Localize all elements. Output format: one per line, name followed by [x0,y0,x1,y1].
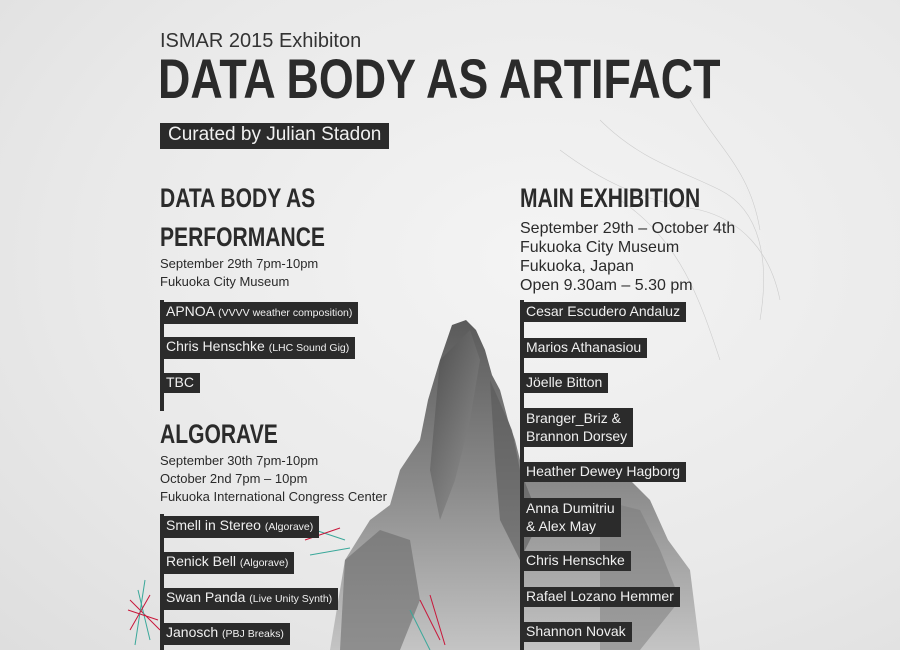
main-city: Fukuoka, Japan [520,258,634,275]
act-janosch: Janosch (PBJ Breaks) [162,623,290,645]
algorave-bar [160,514,164,650]
act-note: (PBJ Breaks) [222,628,284,640]
exhibition-title: DATA BODY AS ARTIFACT [158,47,721,110]
act-name: TBC [166,374,194,390]
artist-shannon-novak: Shannon Novak [522,622,632,642]
artist-chris-henschke: Chris Henschke [522,551,631,571]
artist-marios-athanasiou: Marios Athanasiou [522,338,648,358]
performance-date: September 29th 7pm-10pm [160,256,319,271]
colored-lines [127,524,446,650]
artist-branger-briz: Branger_Briz & Brannon Dorsey [522,408,634,447]
main-venue: Fukuoka City Museum [520,239,680,256]
artist-anna-dumitriu: Anna Dumitriu & Alex May [522,498,621,537]
curator-badge: Curated by Julian Stadon [160,123,390,149]
artist-line: Anna Dumitriu [526,500,615,516]
act-smell-in-stereo: Smell in Stereo (Algorave) [162,516,320,538]
act-tbc: TBC [162,373,200,393]
algorave-date-1: September 30th 7pm-10pm [160,453,319,468]
exhibition-subtitle: ISMAR 2015 Exhibiton [160,30,362,52]
sketch-lines [559,99,781,361]
main-exhibition-heading: MAIN EXHIBITION [520,183,701,213]
algorave-venue: Fukuoka International Congress Center [160,489,387,504]
act-name: Chris Henschke [166,338,265,354]
main-dates: September 29th – October 4th [520,220,736,237]
performance-heading-line1: DATA BODY AS [160,183,316,213]
artist-line: & Alex May [526,518,597,534]
act-renick-bell: Renick Bell (Algorave) [162,552,295,574]
performance-heading-line2: PERFORMANCE [160,222,325,252]
act-name: Janosch [166,624,219,640]
act-note: (VVVV weather composition) [218,307,353,319]
act-name: Renick Bell [166,553,237,569]
act-note: (Live Unity Synth) [249,593,333,605]
artist-heather-dewey-hagborg: Heather Dewey Hagborg [522,462,687,482]
main-hours: Open 9.30am – 5.30 pm [520,277,693,294]
performance-venue: Fukuoka City Museum [160,274,290,289]
algorave-heading: ALGORAVE [160,419,278,449]
act-name: Smell in Stereo [166,517,261,533]
artist-rafael-lozano-hemmer: Rafael Lozano Hemmer [522,587,680,607]
act-note: (LHC Sound Gig) [268,342,350,354]
artist-joelle-bitton: Jöelle Bitton [522,373,609,393]
artist-line: Brannon Dorsey [526,428,628,444]
act-note: (Algorave) [239,557,289,569]
act-note: (Algorave) [264,521,314,533]
act-swan-panda: Swan Panda (Live Unity Synth) [162,588,339,610]
artist-cesar-escudero-andaluz: Cesar Escudero Andaluz [522,302,687,322]
algorave-date-2: October 2nd 7pm – 10pm [160,471,308,486]
act-name: APNOA [166,303,215,319]
artist-line: Branger_Briz & [526,410,621,426]
act-chris-henschke: Chris Henschke (LHC Sound Gig) [162,337,356,359]
act-name: Swan Panda [166,589,246,605]
act-apnoa: APNOA (VVVV weather composition) [162,302,359,324]
